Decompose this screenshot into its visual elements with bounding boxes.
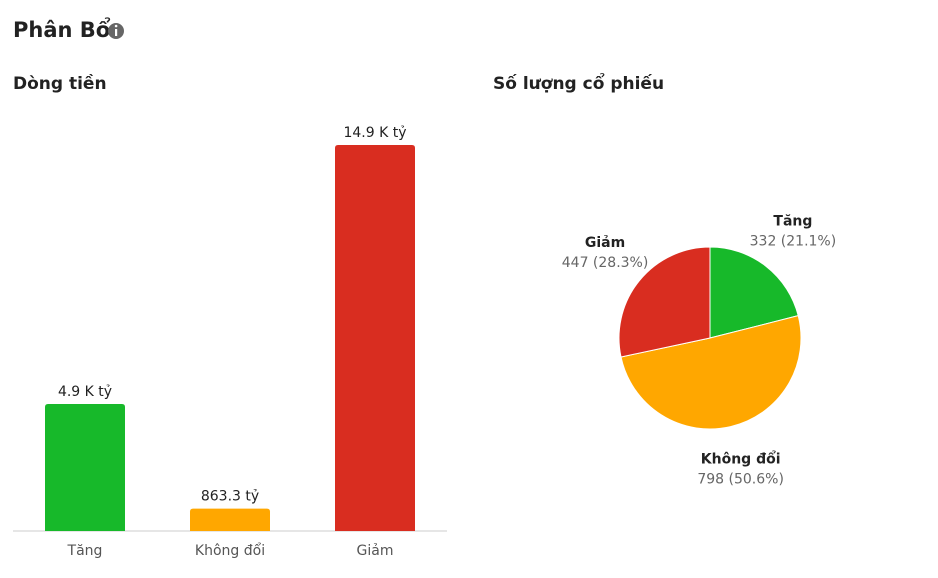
slice-label: Không đổi bbox=[701, 450, 781, 467]
slice-value-label: 447 (28.3%) bbox=[562, 255, 649, 271]
pie-slice bbox=[620, 315, 802, 430]
pie-slice bbox=[709, 246, 799, 339]
slice-label: Tăng bbox=[773, 213, 812, 229]
slice-value-label: 332 (21.1%) bbox=[750, 233, 837, 249]
value-label: 14.9 K tỷ bbox=[343, 125, 406, 141]
value-label: 863.3 tỷ bbox=[201, 489, 259, 505]
bar bbox=[335, 145, 415, 531]
bar bbox=[190, 508, 270, 531]
x-tick-label: Giảm bbox=[357, 543, 394, 559]
value-label: 4.9 K tỷ bbox=[58, 384, 112, 400]
bar-chart-title: Dòng tiền bbox=[13, 73, 107, 94]
bar bbox=[45, 404, 125, 531]
page-title: Phân Bổ bbox=[13, 17, 111, 42]
x-tick-label: Tăng bbox=[67, 543, 103, 559]
info-icon[interactable] bbox=[108, 23, 124, 39]
pie-slice bbox=[618, 246, 711, 358]
slice-value-label: 798 (50.6%) bbox=[697, 471, 784, 487]
slice-label: Giảm bbox=[585, 235, 625, 251]
pie-chart-title: Số lượng cổ phiếu bbox=[493, 72, 664, 94]
x-tick-label: Không đổi bbox=[195, 542, 265, 559]
